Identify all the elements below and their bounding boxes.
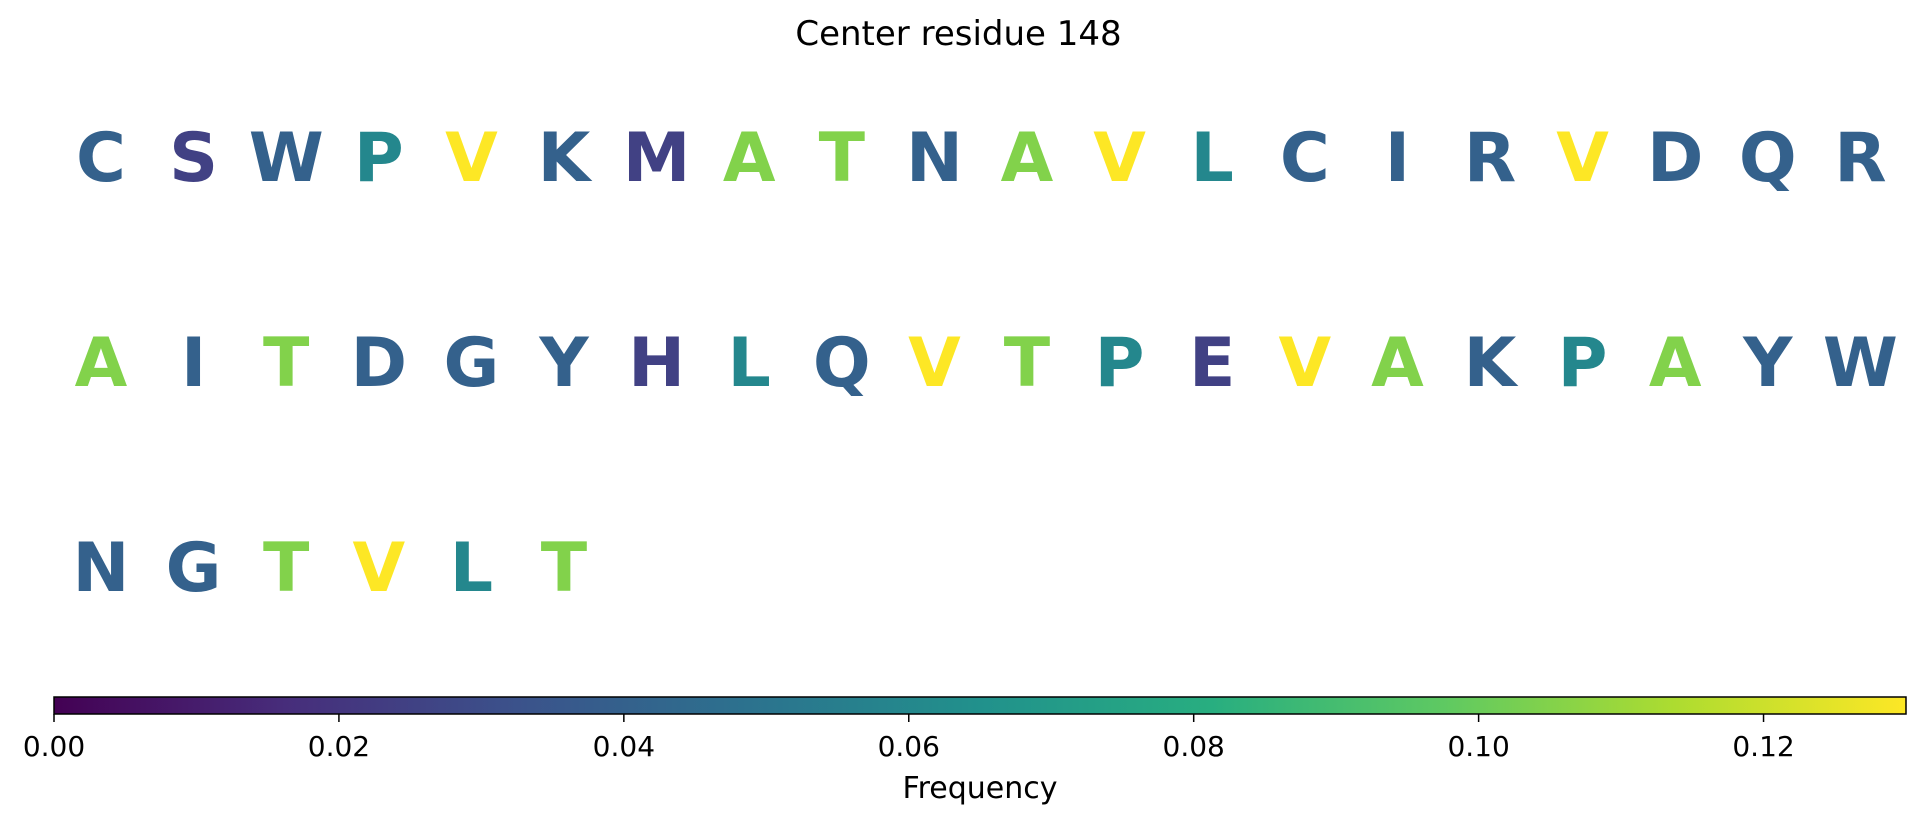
residue-letter: A <box>1001 119 1054 198</box>
residue-letter: Y <box>1742 324 1793 403</box>
residue-letter: A <box>1371 324 1424 403</box>
residue-letter: K <box>538 119 593 198</box>
residue-letter: C <box>1280 119 1330 198</box>
residue-letter: G <box>166 529 222 608</box>
residue-letter: Y <box>538 324 589 403</box>
colorbar-tick-label: 0.04 <box>593 730 655 763</box>
residue-letter: K <box>1464 324 1519 403</box>
residue-letter: T <box>1004 324 1051 403</box>
residue-letter: Q <box>1739 119 1797 198</box>
residue-letter: I <box>181 324 206 403</box>
colorbar-tick-label: 0.08 <box>1163 730 1225 763</box>
residue-letter: V <box>1556 119 1609 198</box>
residue-letter: R <box>1834 119 1886 198</box>
residue-letter: H <box>628 324 685 403</box>
residue-letter: P <box>1558 324 1608 403</box>
chart-title: Center residue 148 <box>795 14 1122 54</box>
colorbar-gradient <box>53 696 1907 715</box>
residue-letter: V <box>352 529 405 608</box>
residue-letters: C S W P V K M A T N A V L C I R V D Q RA I T D G Y H L Q V T P E V A K P A Y W… <box>73 119 1898 608</box>
residue-letter: A <box>723 119 776 198</box>
colorbar-tick-label: 0.02 <box>308 730 370 763</box>
residue-letter: T <box>819 119 866 198</box>
residue-letter: S <box>169 119 218 198</box>
residue-letter: T <box>263 529 310 608</box>
residue-letter: D <box>1647 119 1703 198</box>
residue-letter: L <box>1191 119 1234 198</box>
colorbar-tick-label: 0.06 <box>878 730 940 763</box>
residue-letter: V <box>1278 324 1331 403</box>
residue-letter: W <box>249 119 324 198</box>
residue-letter: I <box>1385 119 1410 198</box>
residue-letter: R <box>1464 119 1516 198</box>
colorbar-tick-label: 0.10 <box>1447 730 1509 763</box>
residue-letter: L <box>728 324 771 403</box>
residue-letter: G <box>443 324 499 403</box>
colorbar-ticks: 0.00 0.02 0.04 0.06 0.08 0.10 0.12 <box>23 714 1795 763</box>
residue-letter: A <box>75 324 128 403</box>
residue-letter: M <box>623 119 691 198</box>
residue-letter: N <box>73 529 130 608</box>
residue-letter: A <box>1649 324 1702 403</box>
residue-letter: V <box>445 119 498 198</box>
colorbar-tick-label: 0.00 <box>23 730 85 763</box>
residue-letter: Q <box>813 324 871 403</box>
residue-letter: L <box>450 529 493 608</box>
residue-letter: V <box>1093 119 1146 198</box>
residue-letter: T <box>263 324 310 403</box>
residue-letter: P <box>354 119 404 198</box>
residue-letter: C <box>76 119 126 198</box>
residue-letter: T <box>541 529 588 608</box>
residue-letter: V <box>908 324 961 403</box>
residue-letter: P <box>1095 324 1145 403</box>
residue-letter: N <box>906 119 963 198</box>
residue-letter: E <box>1189 324 1235 403</box>
colorbar: 0.00 0.02 0.04 0.06 0.08 0.10 0.12 Frequency <box>23 696 1907 806</box>
residue-letter: D <box>351 324 407 403</box>
colorbar-label: Frequency <box>903 771 1058 806</box>
residue-letter: W <box>1823 324 1898 403</box>
colorbar-tick-label: 0.12 <box>1732 730 1794 763</box>
